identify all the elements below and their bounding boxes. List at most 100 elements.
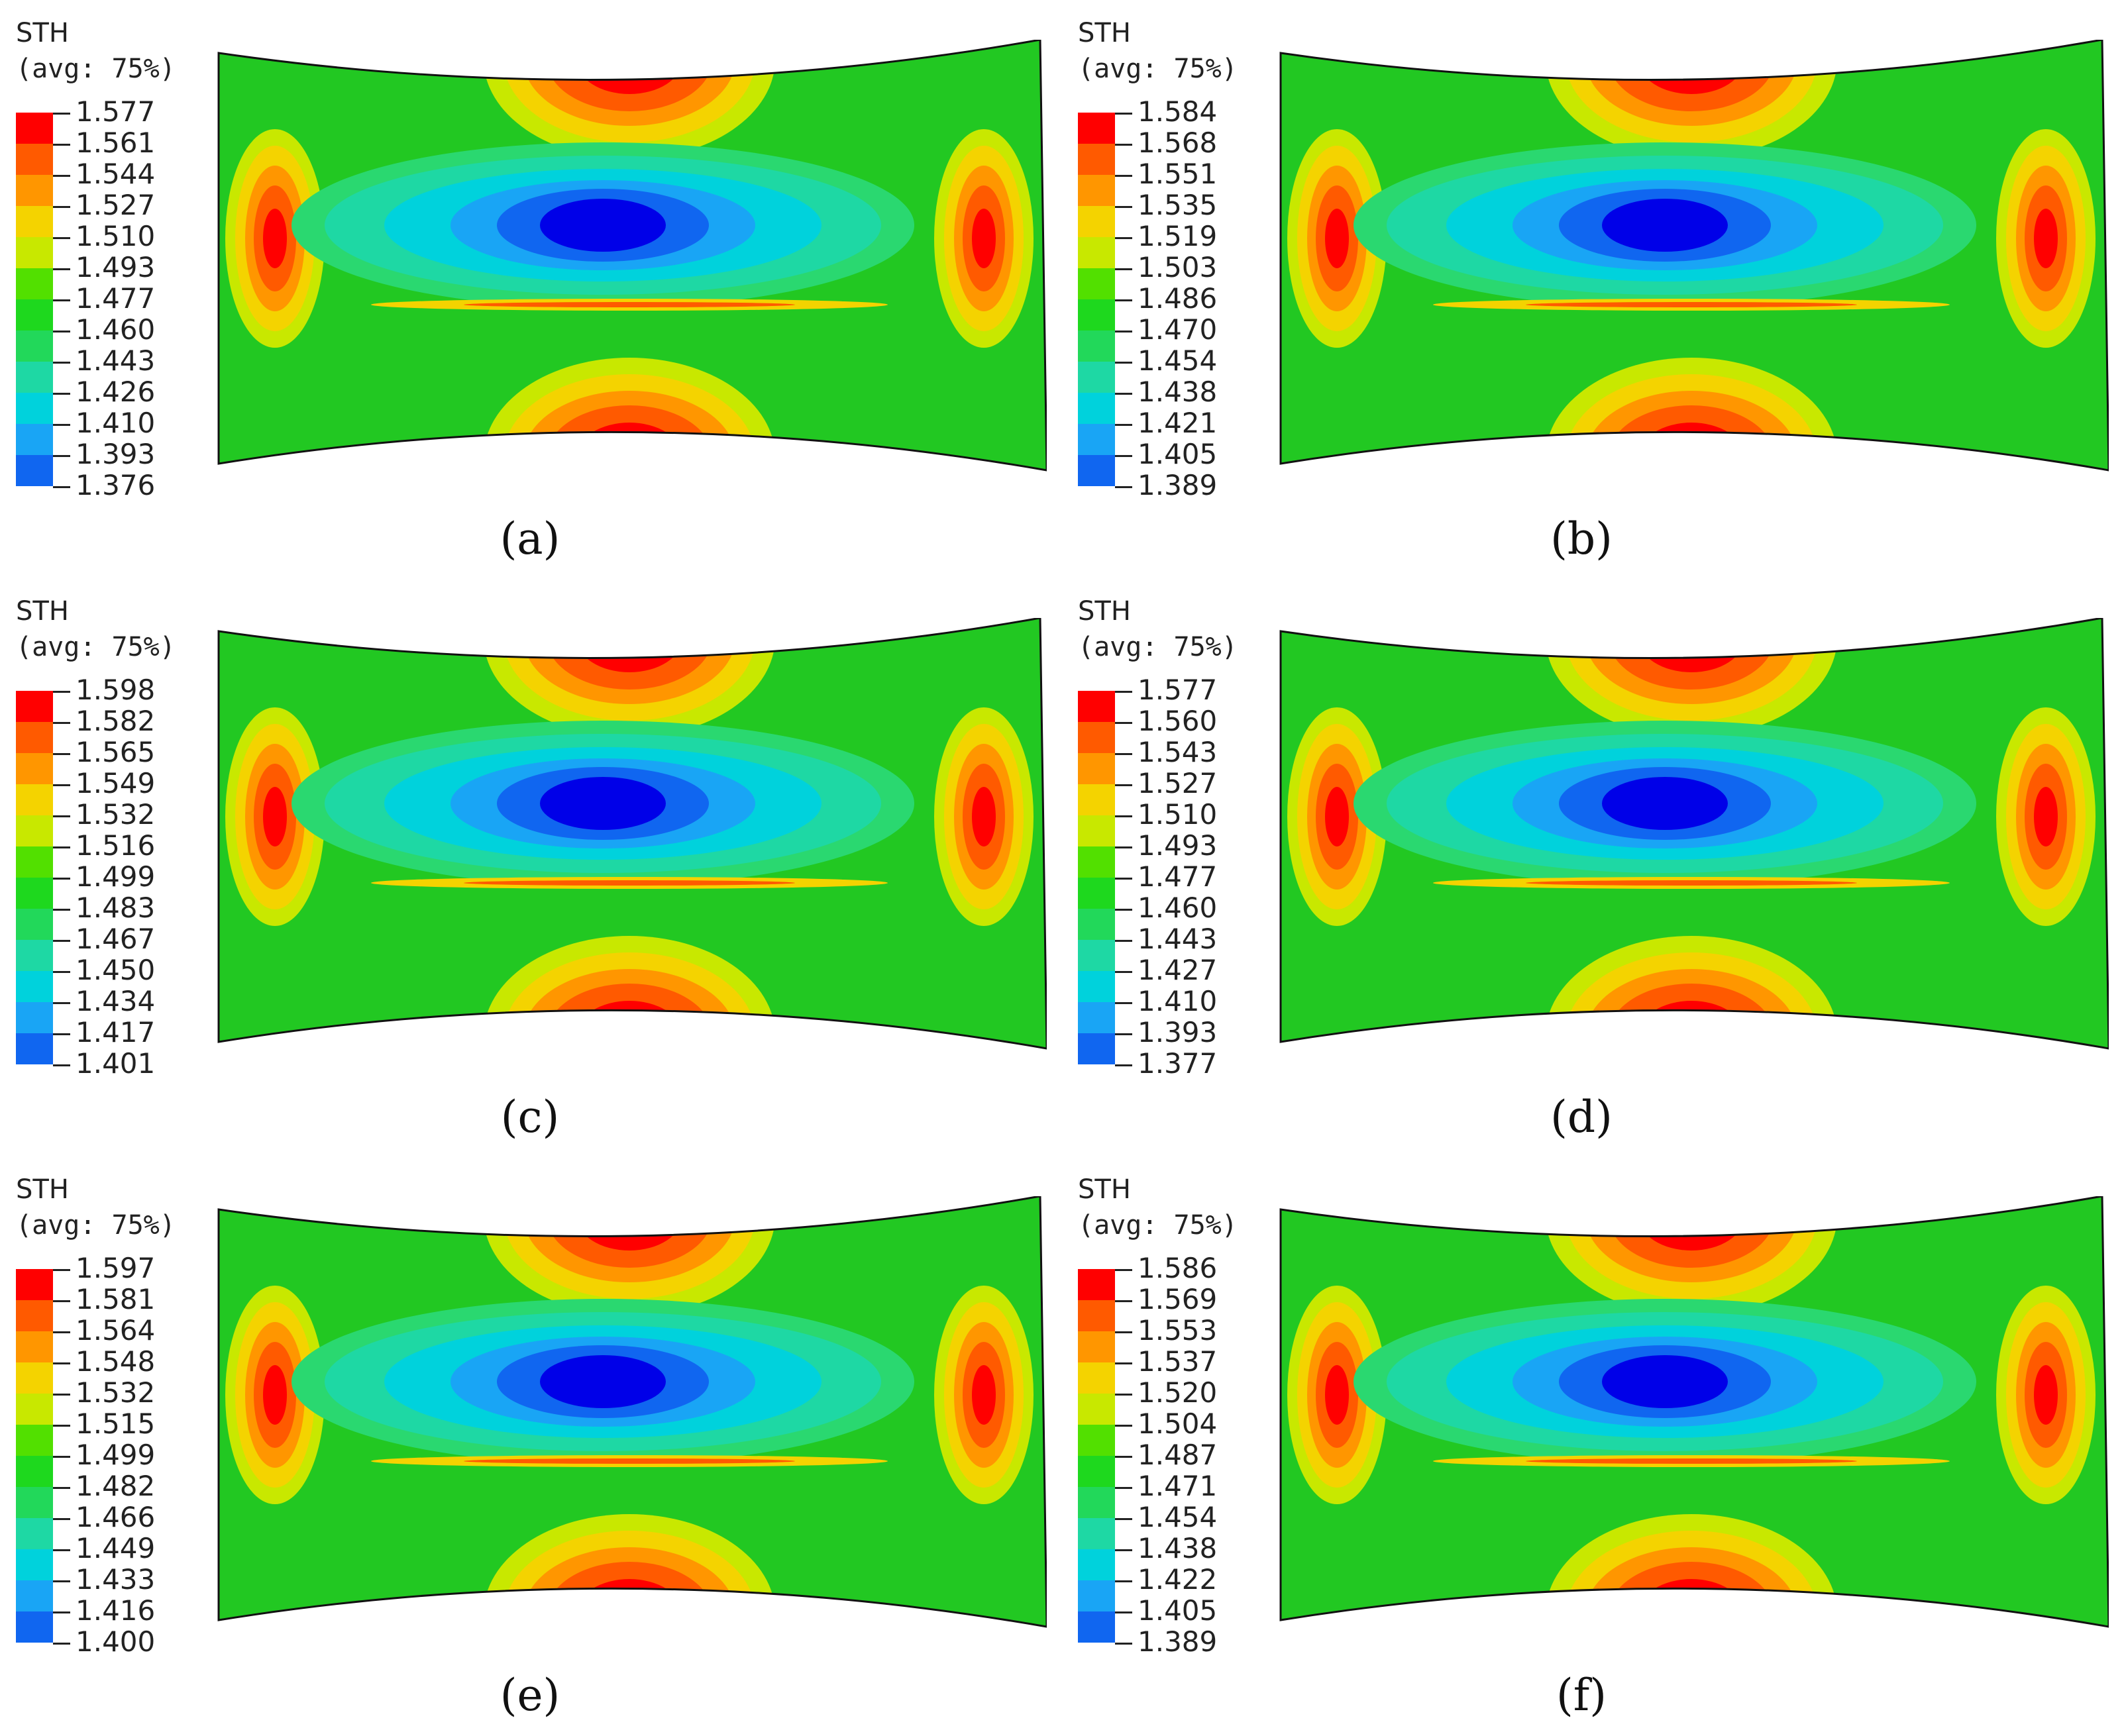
legend-tick bbox=[53, 1362, 70, 1364]
legend-value: 1.503 bbox=[1138, 251, 1218, 283]
legend-value: 1.483 bbox=[76, 892, 156, 924]
contour-plot bbox=[1279, 1196, 2109, 1628]
legend-swatch bbox=[16, 424, 53, 455]
legend-swatch bbox=[1078, 299, 1115, 331]
legend-tick bbox=[53, 1331, 70, 1333]
legend-value: 1.499 bbox=[76, 1439, 156, 1471]
legend-value: 1.510 bbox=[76, 220, 156, 252]
legend-tick bbox=[53, 1487, 70, 1489]
legend-value: 1.551 bbox=[1138, 158, 1218, 190]
legend-value: 1.470 bbox=[1138, 313, 1218, 346]
legend-swatch bbox=[1078, 331, 1115, 362]
legend-title: STH bbox=[16, 1174, 69, 1205]
legend-subtitle: (avg: 75%) bbox=[1078, 632, 1238, 662]
legend-swatch bbox=[16, 113, 53, 144]
legend-tick bbox=[1115, 940, 1132, 942]
legend-swatch bbox=[1078, 1300, 1115, 1331]
legend-swatch bbox=[16, 299, 53, 331]
legend-value: 1.519 bbox=[1138, 220, 1218, 252]
legend-tick bbox=[1115, 175, 1132, 177]
legend-tick bbox=[1115, 1300, 1132, 1302]
legend-swatch bbox=[1078, 1269, 1115, 1300]
legend-swatch bbox=[1078, 1518, 1115, 1549]
legend-subtitle: (avg: 75%) bbox=[1078, 54, 1238, 84]
legend-tick bbox=[1115, 299, 1132, 301]
legend-value: 1.582 bbox=[76, 705, 156, 737]
legend-value: 1.426 bbox=[76, 376, 156, 408]
legend-swatch bbox=[1078, 144, 1115, 175]
legend-value: 1.515 bbox=[76, 1407, 156, 1440]
legend-value: 1.421 bbox=[1138, 407, 1218, 439]
legend-tick bbox=[53, 393, 70, 395]
legend-tick bbox=[53, 1300, 70, 1302]
legend-swatch bbox=[16, 815, 53, 846]
legend-value: 1.581 bbox=[76, 1283, 156, 1315]
legend-value: 1.482 bbox=[76, 1470, 156, 1502]
legend-value: 1.598 bbox=[76, 674, 156, 706]
legend-value: 1.487 bbox=[1138, 1439, 1218, 1471]
legend-value: 1.486 bbox=[1138, 282, 1218, 315]
legend-value: 1.389 bbox=[1138, 469, 1218, 501]
legend-swatch bbox=[16, 175, 53, 206]
legend-value: 1.535 bbox=[1138, 189, 1218, 221]
legend-tick bbox=[1115, 1456, 1132, 1458]
legend-swatch bbox=[16, 1456, 53, 1487]
legend-swatch bbox=[16, 1331, 53, 1362]
legend-swatch bbox=[1078, 971, 1115, 1002]
legend-subtitle: (avg: 75%) bbox=[16, 54, 176, 84]
legend-value: 1.553 bbox=[1138, 1314, 1218, 1347]
legend-value: 1.510 bbox=[1138, 798, 1218, 831]
legend-swatch bbox=[16, 1033, 53, 1064]
legend-swatch bbox=[1078, 1033, 1115, 1064]
legend-value: 1.586 bbox=[1138, 1252, 1218, 1284]
legend-tick bbox=[53, 722, 70, 724]
legend-value: 1.443 bbox=[76, 344, 156, 377]
legend-value: 1.433 bbox=[76, 1563, 156, 1596]
contour-plot bbox=[1279, 618, 2109, 1050]
legend-tick bbox=[1115, 784, 1132, 786]
legend-value: 1.569 bbox=[1138, 1283, 1218, 1315]
legend-value: 1.438 bbox=[1138, 376, 1218, 408]
legend-swatch bbox=[16, 1394, 53, 1425]
panel-label: (f) bbox=[1556, 1670, 1607, 1721]
legend-tick bbox=[1115, 1643, 1132, 1645]
legend-swatch bbox=[1078, 1580, 1115, 1611]
legend-tick bbox=[1115, 455, 1132, 457]
legend-value: 1.560 bbox=[1138, 705, 1218, 737]
legend-tick bbox=[1115, 206, 1132, 208]
legend-tick bbox=[53, 815, 70, 817]
legend-value: 1.493 bbox=[1138, 829, 1218, 862]
legend-swatch bbox=[16, 971, 53, 1002]
legend-tick bbox=[53, 878, 70, 880]
legend-tick bbox=[1115, 424, 1132, 426]
legend-value: 1.401 bbox=[76, 1047, 156, 1080]
legend-swatch bbox=[1078, 1549, 1115, 1580]
panel-label: (c) bbox=[500, 1092, 560, 1143]
legend-subtitle: (avg: 75%) bbox=[16, 1210, 176, 1241]
legend-title: STH bbox=[1078, 1174, 1131, 1205]
legend-tick bbox=[53, 424, 70, 426]
legend-swatch bbox=[1078, 753, 1115, 784]
legend-value: 1.548 bbox=[76, 1345, 156, 1378]
legend-swatch bbox=[1078, 815, 1115, 846]
legend-swatch bbox=[16, 722, 53, 753]
legend-value: 1.584 bbox=[1138, 95, 1218, 128]
legend-swatch bbox=[16, 1549, 53, 1580]
legend-tick bbox=[1115, 1002, 1132, 1004]
legend-swatch bbox=[16, 878, 53, 909]
legend-value: 1.417 bbox=[76, 1016, 156, 1048]
legend-tick bbox=[1115, 1394, 1132, 1396]
legend-swatch bbox=[16, 940, 53, 971]
legend-swatch bbox=[16, 237, 53, 268]
legend-swatch bbox=[1078, 455, 1115, 486]
legend-tick bbox=[53, 940, 70, 942]
contour-plot bbox=[217, 1196, 1047, 1628]
legend-tick bbox=[1115, 362, 1132, 364]
panel-label: (d) bbox=[1550, 1092, 1613, 1143]
legend-swatch bbox=[1078, 784, 1115, 815]
legend-value: 1.460 bbox=[76, 313, 156, 346]
legend-tick bbox=[53, 971, 70, 973]
legend-value: 1.405 bbox=[1138, 1594, 1218, 1627]
legend-swatch bbox=[1078, 1331, 1115, 1362]
legend-title: STH bbox=[1078, 596, 1131, 627]
